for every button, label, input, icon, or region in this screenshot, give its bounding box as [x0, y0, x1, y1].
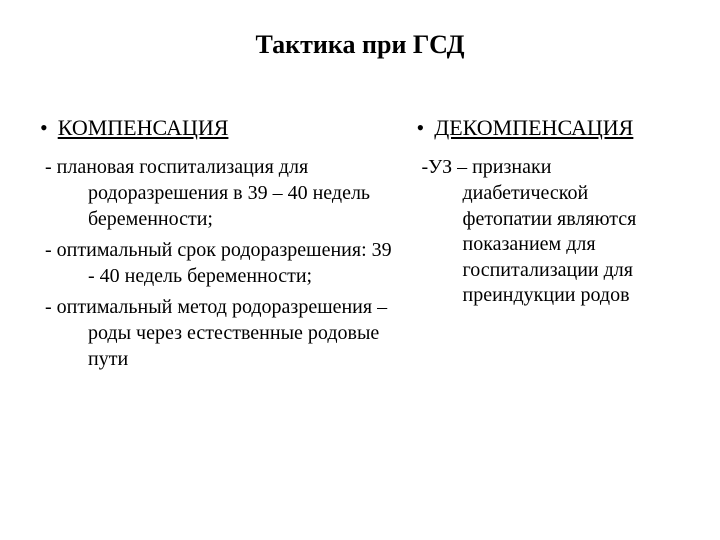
left-header-text: КОМПЕНСАЦИЯ — [58, 115, 229, 141]
left-item-3: - оптимальный метод родоразрешения – род… — [40, 295, 397, 372]
item-text: УЗ – признаки диабетической фетопатии яв… — [428, 156, 636, 306]
left-column: • КОМПЕНСАЦИЯ - плановая госпитализация … — [40, 115, 397, 378]
item-prefix: - — [40, 296, 57, 318]
item-prefix: - — [417, 156, 429, 178]
right-column: • ДЕКОМПЕНСАЦИЯ -УЗ – признаки диабетиче… — [417, 115, 681, 378]
right-section-header: • ДЕКОМПЕНСАЦИЯ — [417, 115, 681, 141]
left-item-1: - плановая госпитализация для родоразреш… — [40, 155, 397, 232]
bullet-icon: • — [40, 115, 48, 141]
right-item-1: -УЗ – признаки диабетической фетопатии я… — [417, 155, 681, 309]
left-section-header: • КОМПЕНСАЦИЯ — [40, 115, 397, 141]
item-text: оптимальный срок родоразрешения: 39 - 40… — [57, 239, 392, 287]
left-item-2: - оптимальный срок родоразрешения: 39 - … — [40, 238, 397, 289]
right-header-text: ДЕКОМПЕНСАЦИЯ — [434, 115, 633, 141]
slide-title: Тактика при ГСД — [40, 30, 680, 60]
item-text: плановая госпитализация для родоразрешен… — [57, 156, 370, 229]
item-prefix: - — [40, 156, 57, 178]
item-prefix: - — [40, 239, 57, 261]
item-text: оптимальный метод родоразрешения – роды … — [57, 296, 387, 369]
bullet-icon: • — [417, 115, 425, 141]
columns-container: • КОМПЕНСАЦИЯ - плановая госпитализация … — [40, 115, 680, 378]
